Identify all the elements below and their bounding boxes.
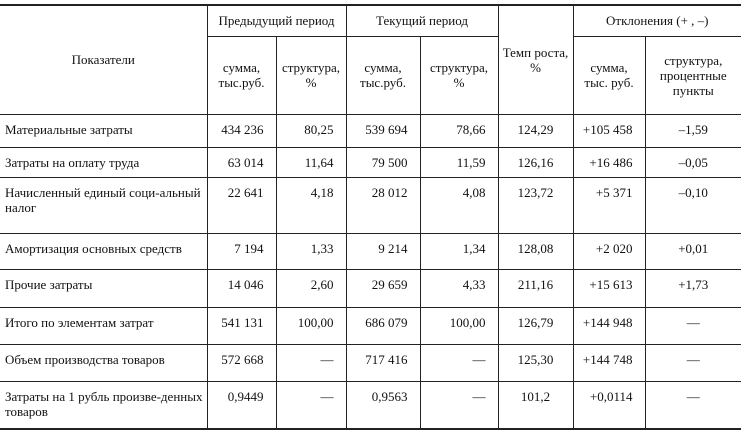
cell-curr-struct: — bbox=[419, 380, 499, 430]
cell-prev-struct: 100,00 bbox=[275, 306, 347, 345]
cell-curr-sum: 79 500 bbox=[345, 146, 421, 178]
cell-prev-struct: — bbox=[275, 380, 347, 430]
table-row: Прочие затраты 14 046 2,60 29 659 4,33 211,16… bbox=[0, 268, 741, 308]
cell-curr-struct: 100,00 bbox=[419, 306, 499, 345]
header-dev-sum: сумма, тыс. руб. bbox=[572, 35, 646, 115]
cell-curr-struct: 11,59 bbox=[419, 146, 499, 178]
cell-curr-sum: 717 416 bbox=[345, 343, 421, 382]
cell-curr-sum: 29 659 bbox=[345, 268, 421, 308]
cell-dev-struct: +1,73 bbox=[644, 268, 741, 308]
table-row: Материальные затраты 434 236 80,25 539 694 7… bbox=[0, 113, 741, 148]
table-row: Затраты на оплату труда 63 014 11,64 79 500… bbox=[0, 146, 741, 178]
cell-dev-struct: –0,05 bbox=[644, 146, 741, 178]
cell-dev-struct: +0,01 bbox=[644, 232, 741, 270]
cell-rate: 124,29 bbox=[497, 113, 574, 148]
cell-dev-sum: +5 371 bbox=[572, 176, 646, 234]
header-dev-structure: структура, процентные пункты bbox=[644, 35, 741, 115]
cell-prev-sum: 572 668 bbox=[206, 343, 277, 382]
cell-prev-struct: 1,33 bbox=[275, 232, 347, 270]
cell-dev-sum: +144 748 bbox=[572, 343, 646, 382]
cell-prev-sum: 541 131 bbox=[206, 306, 277, 345]
header-prev-period: Предыдущий период bbox=[206, 4, 347, 37]
cell-dev-struct: –1,59 bbox=[644, 113, 741, 148]
cell-curr-sum: 28 012 bbox=[345, 176, 421, 234]
header-indicator: Показатели bbox=[0, 4, 208, 115]
cell-dev-struct: — bbox=[644, 380, 741, 430]
cell-label: Затраты на 1 рубль произве-денных товаро… bbox=[0, 380, 208, 430]
cell-dev-sum: +16 486 bbox=[572, 146, 646, 178]
cell-prev-sum: 22 641 bbox=[206, 176, 277, 234]
cell-curr-struct: 4,08 bbox=[419, 176, 499, 234]
table-row: Начисленный единый соци-альный налог 22 6… bbox=[0, 176, 741, 234]
cell-dev-sum: +105 458 bbox=[572, 113, 646, 148]
cell-label: Итого по элементам затрат bbox=[0, 306, 208, 345]
cell-rate: 211,16 bbox=[497, 268, 574, 308]
cell-dev-sum: +144 948 bbox=[572, 306, 646, 345]
cell-prev-sum: 434 236 bbox=[206, 113, 277, 148]
header-prev-structure: структура, % bbox=[275, 35, 347, 115]
cell-dev-sum: +2 020 bbox=[572, 232, 646, 270]
table-row: Объем производства товаров 572 668—717 41… bbox=[0, 343, 741, 382]
cell-label: Прочие затраты bbox=[0, 268, 208, 308]
table-row: Итого по элементам затрат 541 131 100,00 68… bbox=[0, 306, 741, 345]
header-deviations: Отклонения (+ , –) bbox=[572, 4, 741, 37]
cell-rate: 101,2 bbox=[497, 380, 574, 430]
table-row: Затраты на 1 рубль произве-денных товаро… bbox=[0, 380, 741, 430]
cell-prev-sum: 0,9449 bbox=[206, 380, 277, 430]
cell-prev-sum: 63 014 bbox=[206, 146, 277, 178]
cell-label: Объем производства товаров bbox=[0, 343, 208, 382]
cell-rate: 126,16 bbox=[497, 146, 574, 178]
cell-curr-struct: — bbox=[419, 343, 499, 382]
cell-prev-sum: 14 046 bbox=[206, 268, 277, 308]
header-curr-structure: структура, % bbox=[419, 35, 499, 115]
cell-curr-sum: 539 694 bbox=[345, 113, 421, 148]
cell-label: Материальные затраты bbox=[0, 113, 208, 148]
cell-dev-struct: –0,10 bbox=[644, 176, 741, 234]
cell-prev-struct: — bbox=[275, 343, 347, 382]
cell-curr-struct: 4,33 bbox=[419, 268, 499, 308]
header-prev-sum: сумма, тыс.руб. bbox=[207, 35, 277, 115]
cell-prev-struct: 2,60 bbox=[275, 268, 347, 308]
cell-label: Затраты на оплату труда bbox=[0, 146, 208, 178]
cell-label: Начисленный единый соци-альный налог bbox=[0, 176, 208, 234]
header-growth-rate: Темп роста, % bbox=[497, 4, 574, 115]
cell-dev-sum: +15 613 bbox=[572, 268, 646, 308]
cell-rate: 125,30 bbox=[497, 343, 574, 382]
header-curr-sum: сумма, тыс.руб. bbox=[345, 35, 421, 115]
cell-curr-sum: 0,9563 bbox=[345, 380, 421, 430]
cell-curr-struct: 78,66 bbox=[419, 113, 499, 148]
cell-rate: 123,72 bbox=[497, 176, 574, 234]
cell-prev-struct: 80,25 bbox=[275, 113, 347, 148]
cell-rate: 128,08 bbox=[497, 232, 574, 270]
cell-dev-struct: — bbox=[644, 306, 741, 345]
cell-rate: 126,79 bbox=[497, 306, 574, 345]
cell-dev-sum: +0,0114 bbox=[572, 380, 646, 430]
header-curr-period: Текущий период bbox=[345, 4, 499, 37]
cost-analysis-table: Показатели Предыдущий период Текущий пер… bbox=[0, 4, 741, 430]
cell-label: Амортизация основных средств bbox=[0, 232, 208, 270]
cell-curr-sum: 686 079 bbox=[345, 306, 421, 345]
cell-prev-struct: 11,64 bbox=[275, 146, 347, 178]
cell-dev-struct: — bbox=[644, 343, 741, 382]
table-row: Амортизация основных средств 7 194 1,33 9 2… bbox=[0, 232, 741, 270]
cell-prev-sum: 7 194 bbox=[206, 232, 277, 270]
cell-curr-struct: 1,34 bbox=[419, 232, 499, 270]
cell-prev-struct: 4,18 bbox=[275, 176, 347, 234]
cell-curr-sum: 9 214 bbox=[345, 232, 421, 270]
